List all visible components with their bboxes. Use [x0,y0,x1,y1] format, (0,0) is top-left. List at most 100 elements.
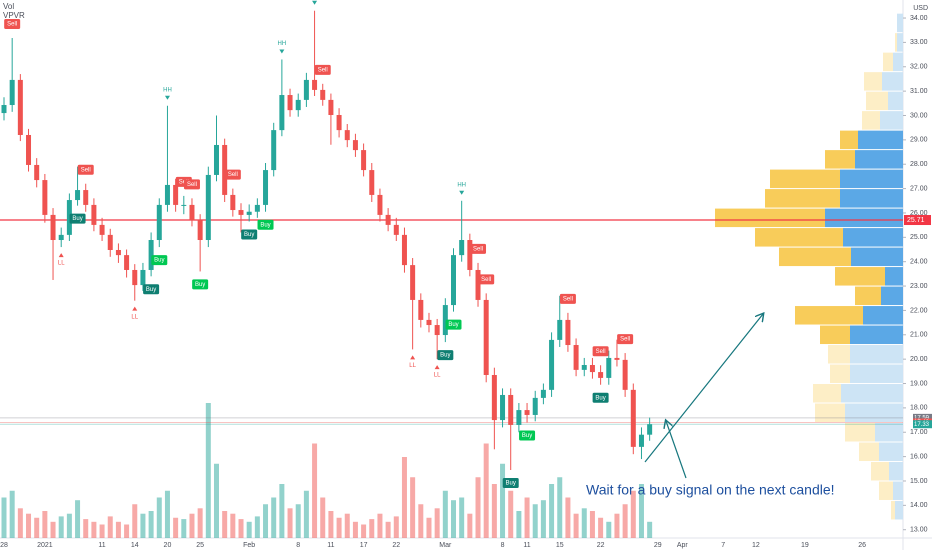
candle-body [451,255,456,306]
sell-signal [592,346,609,357]
sell-signal [77,164,94,175]
candle-body [197,220,203,241]
profile-sell [765,189,840,208]
volume-bar [361,524,367,538]
candle-body [279,95,285,131]
buy-signal-label: Buy [244,232,254,238]
sell-signal [470,243,487,254]
sell-signal-label: Sell [620,337,630,343]
buy-signal-label: Buy [72,216,82,222]
hh-marker [312,0,318,5]
profile-buy [882,72,903,91]
sell-signal-label: Sell [81,167,91,173]
volume-bar [589,511,595,538]
volume-bar [410,477,416,538]
profile-sell [891,500,895,520]
volume-bar [83,519,89,538]
candle-body [442,305,448,336]
volume-bar [279,484,285,538]
volume-bar [451,500,456,538]
candles [1,10,653,471]
y-tick-label: 19.00 [910,380,928,387]
profile-sell [859,442,879,461]
sell-signal [224,169,241,180]
candle-body [336,115,342,131]
volume-bar [622,504,628,538]
volume-bar [483,443,489,538]
volume-bar [26,513,32,538]
candle-body [630,389,636,447]
profile-buy [895,500,903,520]
hh-label: HH [278,41,287,47]
volume-bar [532,504,538,538]
profile-buy [845,403,903,423]
candle-body [385,214,391,225]
volume-bar [614,513,620,538]
profile-buy [840,169,903,189]
candle-body [532,397,538,415]
axes: 13.00 14.00 15.00 16.00 17.00 18.00 19.00 20.00… [0,15,932,549]
volume-bar [246,521,252,538]
candle-body [426,319,432,326]
volume-bar [557,477,563,538]
y-tick-label: 29.00 [910,137,928,144]
y-tick-label: 27.00 [910,185,928,192]
volume-bar [66,513,72,538]
candle-body [66,200,72,235]
profile-buy [863,306,903,325]
buy-signal [192,279,209,290]
candle-body [115,249,121,256]
volume-bar [156,497,162,538]
sell-signal-label: Sell [596,349,606,355]
volume-bar [230,513,236,538]
hh-marker [164,95,170,100]
candle-body [222,144,228,195]
profile-sell [779,247,851,267]
volume-bar [459,497,465,538]
candle-body [1,105,7,114]
profile-buy [893,481,903,500]
x-tick-label: 8 [501,542,505,549]
profile-sell [879,481,893,500]
volume-bar [500,463,506,538]
x-tick-label: 2021 [37,542,53,549]
profile-sell [815,403,845,423]
volume-bar [99,524,105,538]
candle-body [83,190,89,205]
candle-body [271,130,277,171]
volume-bar [140,513,146,538]
y-tick-label: 26.00 [910,210,928,217]
profile-buy [875,423,903,442]
buy-signal-label: Buy [595,395,605,401]
buy-signal-label: Buy [522,433,532,439]
volume-bar [434,508,440,538]
profile-buy [888,91,903,111]
sell-signal-label: Sell [7,22,17,28]
currency: USD [913,5,928,12]
ll-marker [58,253,64,258]
ll-label: LL [409,363,416,369]
x-tick-label: 11 [98,542,105,549]
buy-signal [143,284,160,295]
candle-body [434,325,440,336]
volume-bar [303,490,309,538]
hh-marker [459,190,465,195]
candle-body [148,240,154,270]
candle-body [132,269,138,286]
candle-body [500,394,506,421]
buy-signal [241,229,258,240]
candle-body [589,365,595,373]
arrow [666,421,687,479]
y-tick-label: 15.00 [910,478,928,485]
price-tag-label: 17.59 [914,415,930,421]
profile-buy [850,345,903,364]
x-tick-label: Mar [439,542,452,549]
candle-body [459,240,465,256]
ll-marker [410,355,416,360]
volume-bar [1,497,7,538]
candle-body [107,234,113,250]
sell-signal [183,179,200,190]
profile-sell [795,306,863,325]
x-tick-label: 19 [801,542,809,549]
volume-bar [17,508,23,538]
